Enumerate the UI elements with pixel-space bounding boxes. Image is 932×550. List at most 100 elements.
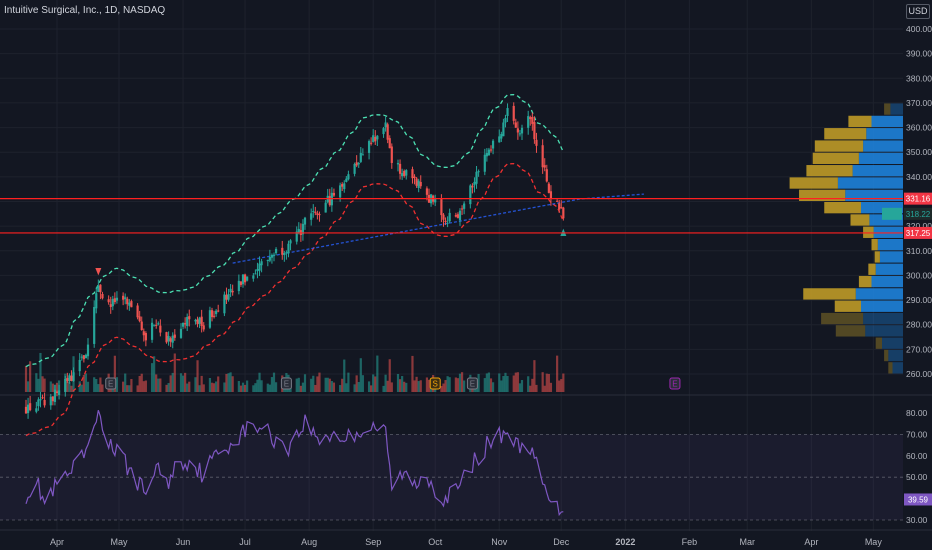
volume-bar bbox=[491, 382, 495, 392]
candle-body bbox=[93, 306, 96, 344]
candle-body bbox=[332, 192, 336, 196]
candle-body bbox=[229, 288, 232, 293]
volume-bar bbox=[314, 384, 317, 392]
price-tick-label: 300.00 bbox=[906, 270, 932, 280]
candle-body bbox=[403, 170, 406, 176]
candle-body bbox=[200, 316, 203, 326]
candle-body bbox=[531, 116, 534, 124]
volume-profile-up-bar bbox=[858, 152, 903, 165]
volume-bar bbox=[541, 372, 544, 392]
volume-bar bbox=[95, 378, 98, 392]
volume-bar bbox=[345, 383, 348, 392]
volume-bar bbox=[547, 373, 550, 392]
volume-bar bbox=[374, 376, 377, 392]
candle-body bbox=[398, 163, 402, 174]
volume-bar bbox=[427, 379, 431, 392]
earnings-marker bbox=[105, 377, 117, 390]
volume-bar bbox=[184, 372, 187, 392]
candle-body bbox=[444, 220, 447, 222]
volume-bar bbox=[417, 381, 420, 392]
candle-body bbox=[516, 128, 519, 133]
candle-body bbox=[254, 273, 257, 275]
candle-body bbox=[115, 297, 119, 301]
volume-bar bbox=[144, 380, 147, 392]
candles bbox=[24, 102, 565, 419]
candle-body bbox=[122, 295, 125, 300]
rsi-tick-label: 30.00 bbox=[906, 515, 928, 525]
candle-body bbox=[518, 133, 522, 135]
candle-body bbox=[487, 149, 491, 156]
candle-body bbox=[535, 139, 538, 146]
candle-body bbox=[51, 396, 54, 402]
currency-button[interactable]: USD bbox=[906, 4, 930, 19]
candle-body bbox=[37, 399, 40, 407]
candle-body bbox=[198, 317, 201, 324]
volume-profile-up-bar bbox=[837, 177, 903, 189]
time-tick-label: Jun bbox=[176, 537, 191, 547]
volume-bar bbox=[347, 372, 350, 392]
time-tick-label: Jul bbox=[239, 537, 251, 547]
time-tick-label: Sep bbox=[365, 537, 381, 547]
volume-bar bbox=[330, 381, 333, 392]
volume-bar bbox=[448, 377, 451, 392]
volume-bar bbox=[270, 377, 274, 392]
candle-body bbox=[440, 199, 443, 216]
volume-bar bbox=[442, 383, 445, 392]
volume-bar bbox=[212, 383, 216, 392]
volume-bar bbox=[142, 381, 145, 392]
candle-body bbox=[215, 310, 218, 315]
volume-bar bbox=[260, 380, 263, 392]
volume-bar bbox=[136, 385, 139, 392]
volume-bar bbox=[326, 377, 329, 392]
candle-body bbox=[202, 325, 205, 330]
volume-bar bbox=[460, 372, 464, 392]
candle-body bbox=[95, 293, 98, 309]
candle-body bbox=[314, 211, 317, 213]
candle-body bbox=[529, 117, 532, 120]
candle-body bbox=[208, 310, 212, 328]
candle-body bbox=[562, 207, 565, 219]
candle-body bbox=[301, 223, 305, 235]
volume-bar bbox=[500, 380, 503, 392]
price-tick-label: 390.00 bbox=[906, 49, 932, 59]
candle-body bbox=[173, 334, 176, 338]
volume-bar bbox=[520, 379, 524, 392]
volume-profile-down-bar bbox=[835, 325, 866, 337]
earnings-marker bbox=[280, 377, 292, 390]
candle-body bbox=[475, 171, 478, 184]
candle-body bbox=[448, 212, 451, 222]
volume-profile-down-bar bbox=[848, 115, 872, 128]
volume-bar bbox=[543, 385, 546, 392]
candle-body bbox=[194, 319, 197, 322]
volume-bar bbox=[208, 377, 212, 392]
volume-bar bbox=[66, 381, 69, 392]
volume-bar bbox=[297, 377, 300, 392]
candle-body bbox=[155, 324, 158, 326]
candle-body bbox=[477, 171, 480, 173]
candle-body bbox=[310, 213, 313, 220]
volume-bar bbox=[138, 375, 141, 392]
volume-bar bbox=[514, 372, 517, 392]
volume-bar bbox=[159, 378, 162, 392]
candle-body bbox=[303, 217, 307, 225]
candle-body bbox=[312, 211, 315, 213]
volume-profile-up-bar bbox=[863, 140, 903, 152]
volume-bar bbox=[299, 385, 302, 392]
candle-body bbox=[231, 290, 234, 293]
volume-bar bbox=[43, 378, 46, 392]
volume-profile-down-bar bbox=[834, 300, 861, 312]
volume-bar bbox=[215, 381, 218, 392]
volume-bar bbox=[376, 355, 379, 392]
event-marker-label: E bbox=[108, 380, 113, 389]
volume-bar bbox=[295, 378, 298, 392]
grid bbox=[0, 0, 932, 531]
candle-body bbox=[68, 375, 71, 382]
candle-body bbox=[367, 141, 371, 153]
volume-bar bbox=[113, 355, 116, 392]
volume-bar bbox=[186, 383, 189, 392]
candle-body bbox=[374, 136, 377, 142]
open-price-tag bbox=[904, 207, 932, 220]
volume-profile-up-bar bbox=[852, 165, 903, 177]
last-price-tag-text: 331.16 bbox=[906, 195, 931, 204]
candle-body bbox=[434, 197, 437, 203]
